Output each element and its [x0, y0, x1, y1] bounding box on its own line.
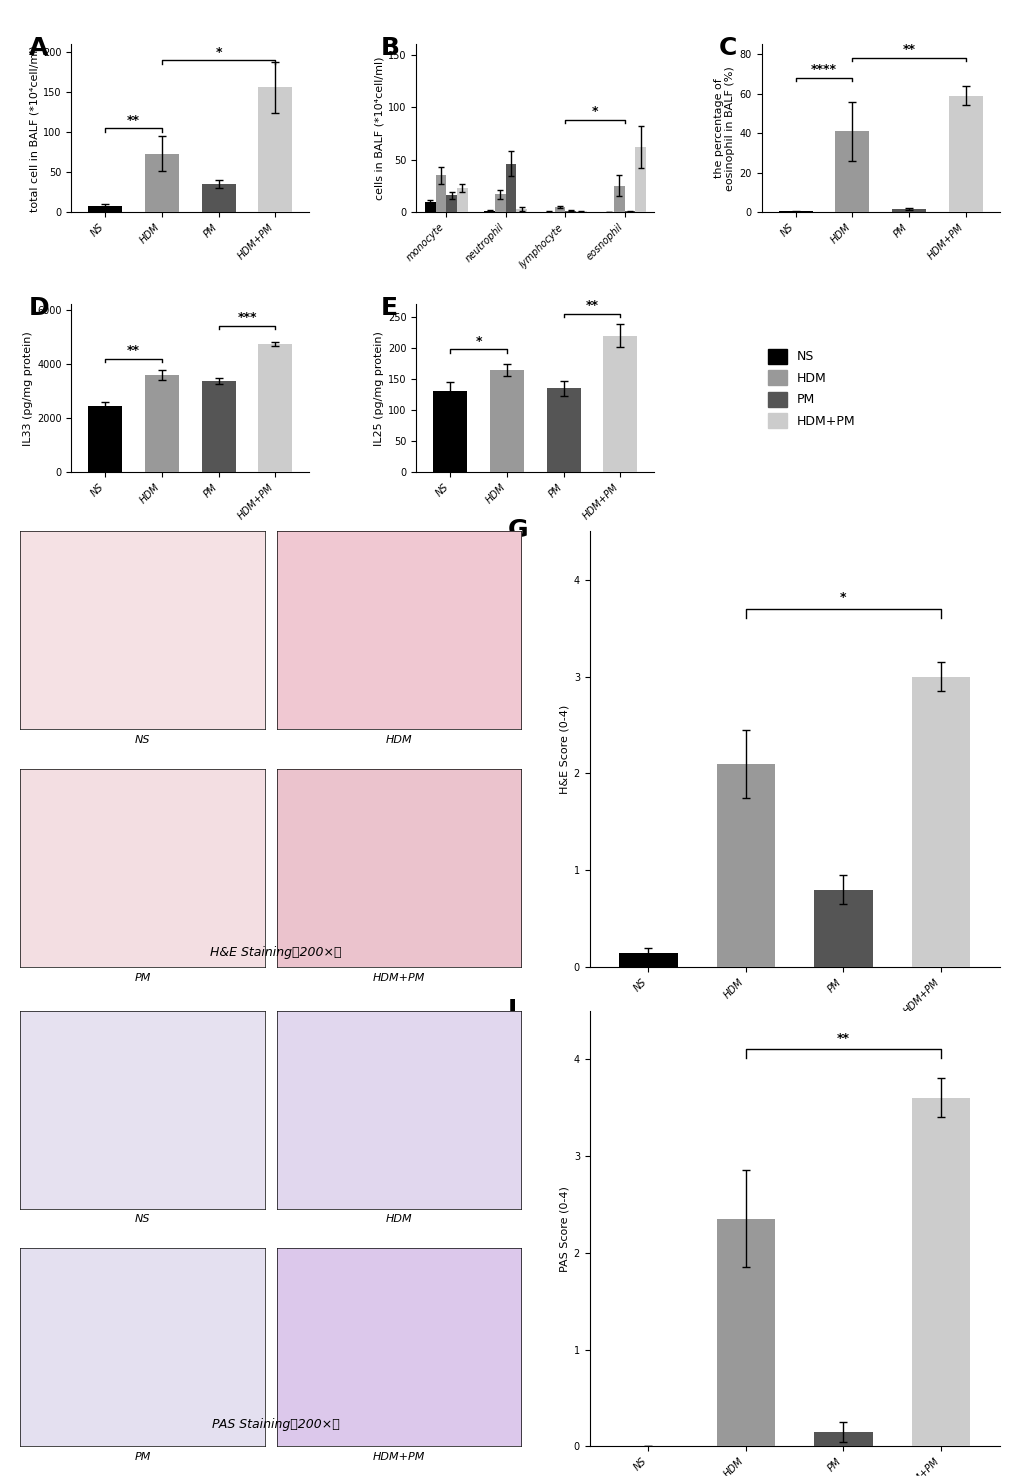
Bar — [435, 176, 446, 213]
Legend: NS, HDM, PM, HDM+PM: NS, HDM, PM, HDM+PM — [767, 348, 854, 428]
Bar — [716, 1219, 774, 1446]
Text: H&E Staining（200×）: H&E Staining（200×） — [210, 946, 340, 958]
Y-axis label: H&E Score (0-4): H&E Score (0-4) — [559, 704, 569, 794]
X-axis label: NS: NS — [135, 735, 150, 745]
Bar — [554, 207, 565, 213]
Text: *: * — [591, 105, 598, 118]
Bar — [145, 154, 179, 213]
Bar — [516, 210, 527, 213]
Text: PAS Staining（200×）: PAS Staining（200×） — [211, 1418, 339, 1430]
Bar — [948, 96, 981, 213]
Bar — [613, 186, 625, 213]
Bar — [89, 205, 122, 213]
Bar — [425, 202, 435, 213]
Text: ****: **** — [810, 63, 837, 77]
X-axis label: HDM+PM: HDM+PM — [373, 1452, 425, 1463]
Bar — [891, 210, 925, 213]
Bar — [484, 211, 494, 213]
X-axis label: HDM+PM: HDM+PM — [373, 973, 425, 983]
Y-axis label: total cell in BALF (*10⁴cell/ml): total cell in BALF (*10⁴cell/ml) — [29, 44, 39, 211]
Bar — [446, 195, 457, 213]
Bar — [89, 406, 122, 472]
Bar — [813, 890, 872, 967]
Text: G: G — [507, 518, 528, 542]
Bar — [635, 148, 646, 213]
Bar — [619, 952, 677, 967]
X-axis label: NS: NS — [135, 1215, 150, 1225]
Text: **: ** — [127, 344, 140, 357]
Bar — [603, 335, 637, 472]
Text: I: I — [507, 998, 517, 1021]
Bar — [546, 388, 580, 472]
Text: A: A — [29, 35, 48, 61]
Bar — [813, 1432, 872, 1446]
Text: **: ** — [585, 300, 598, 311]
Text: C: C — [718, 35, 737, 61]
X-axis label: PM: PM — [135, 973, 151, 983]
Y-axis label: PAS Score (0-4): PAS Score (0-4) — [559, 1185, 569, 1271]
Bar — [911, 1098, 969, 1446]
Text: D: D — [29, 297, 49, 320]
Bar — [505, 164, 516, 213]
Y-axis label: the percentage of
eosinophil in BALF (%): the percentage of eosinophil in BALF (%) — [713, 66, 735, 190]
Y-axis label: IL33 (pg/mg protein): IL33 (pg/mg protein) — [22, 331, 33, 446]
Bar — [835, 131, 868, 213]
Bar — [433, 391, 467, 472]
Text: B: B — [380, 35, 399, 61]
Text: *: * — [215, 46, 222, 59]
Bar — [258, 344, 292, 472]
Bar — [258, 87, 292, 213]
Bar — [911, 676, 969, 967]
Bar — [490, 370, 524, 472]
Text: **: ** — [902, 43, 914, 56]
X-axis label: HDM: HDM — [385, 1215, 412, 1225]
Text: **: ** — [837, 1032, 849, 1045]
Y-axis label: IL25 (pg/mg protein): IL25 (pg/mg protein) — [374, 331, 383, 446]
Bar — [202, 184, 235, 213]
Bar — [494, 195, 505, 213]
X-axis label: HDM: HDM — [385, 735, 412, 745]
Bar — [145, 375, 179, 472]
Text: E: E — [380, 297, 397, 320]
Text: **: ** — [127, 114, 140, 127]
Bar — [565, 211, 576, 213]
Text: ***: *** — [237, 311, 257, 325]
Bar — [716, 763, 774, 967]
Text: *: * — [475, 335, 482, 347]
Y-axis label: cells in BALF (*10⁴cell/ml): cells in BALF (*10⁴cell/ml) — [374, 56, 384, 199]
Bar — [457, 187, 467, 213]
Text: *: * — [840, 592, 846, 605]
Bar — [202, 381, 235, 472]
X-axis label: PM: PM — [135, 1452, 151, 1463]
